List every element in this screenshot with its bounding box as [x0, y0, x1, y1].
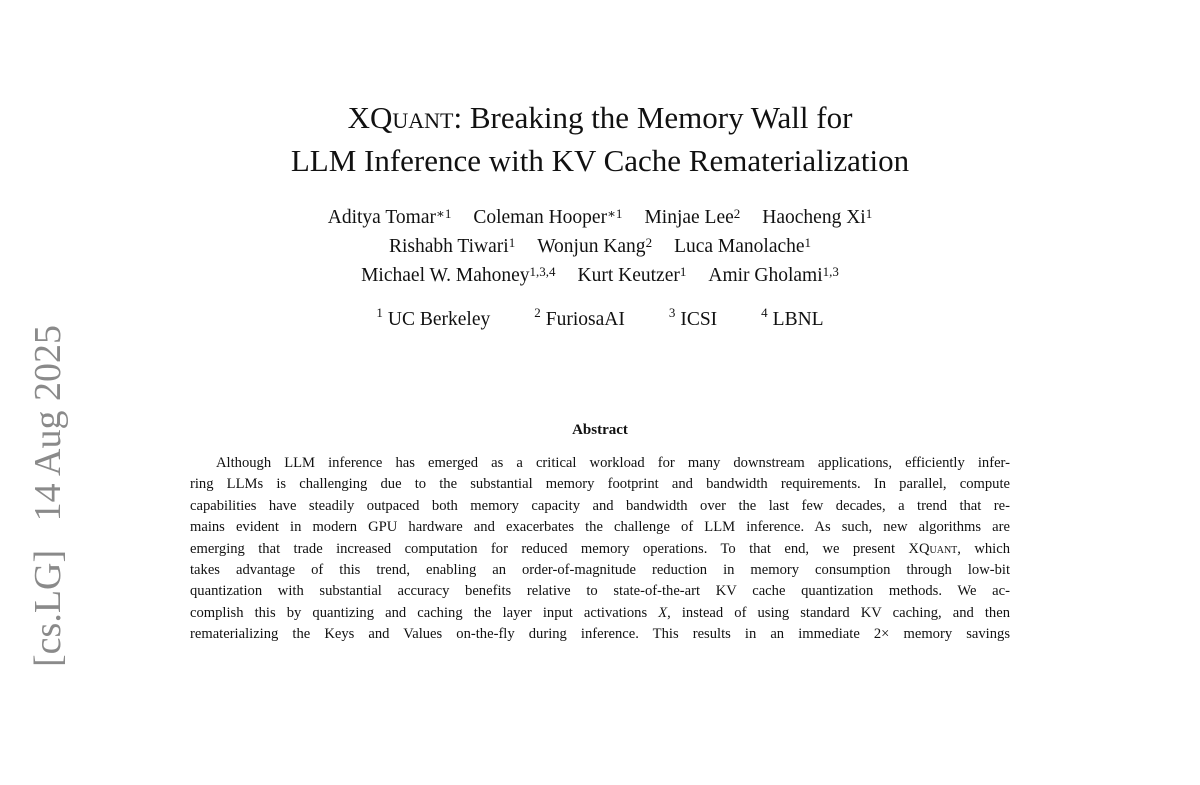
abstract-line-text: emerging that trade increased computatio… [190, 540, 909, 557]
author-name: Amir Gholami [708, 265, 823, 286]
author: Amir Gholami1,3 [708, 264, 839, 286]
paper-title: XQuant: Breaking the Memory Wall for LLM… [0, 96, 1200, 182]
affiliation-name: LBNL [772, 309, 824, 330]
author-affiliation-marker: 1,3,4 [529, 264, 556, 279]
author-affiliation-marker: 2 [733, 206, 741, 221]
abstract-heading: Abstract [572, 422, 628, 438]
abstract-line: capabilities have steadily outpaced both… [190, 497, 1010, 514]
author-affiliation-marker: 1 [865, 206, 873, 221]
affiliations: 1 UC Berkeley 2 FuriosaAI 3 ICSI 4 LBNL [0, 305, 1200, 331]
affiliation-marker: 2 [534, 305, 541, 320]
abstract-line: ring LLMs is challenging due to the subs… [190, 476, 1010, 493]
author-row: Aditya Tomar∗1 Coleman Hooper∗1 Minjae Lee… [0, 203, 1200, 232]
author-affiliation-marker: 1 [804, 235, 812, 250]
affiliation-name: FuriosaAI [545, 309, 625, 330]
author-affiliation-marker: ∗1 [435, 206, 452, 221]
author-name: Aditya Tomar [327, 207, 436, 228]
arxiv-stamp-text: [cs.LG] 14 Aug 2025 [27, 325, 69, 667]
author: Coleman Hooper∗1 [473, 206, 623, 228]
author-row: Michael W. Mahoney1,3,4 Kurt Keutzer1 Amir… [0, 261, 1200, 290]
author-name: Coleman Hooper [473, 207, 608, 228]
math-variable: X [658, 604, 668, 621]
author-name: Wonjun Kang [537, 236, 646, 257]
title-line-1: XQuant: Breaking the Memory Wall for [0, 96, 1200, 139]
author: Minjae Lee2 [644, 206, 741, 228]
author: Haocheng Xi1 [762, 206, 873, 228]
abstract-line: complish this by quantizing and caching … [190, 603, 1010, 624]
abstract-body: Although LLM inference has emerged as a … [190, 453, 1010, 646]
abstract-line: emerging that trade increased computatio… [190, 539, 1010, 560]
affiliation: 4 LBNL [761, 305, 824, 330]
affiliation-marker: 3 [668, 305, 676, 320]
author-affiliation-marker: 1,3 [822, 264, 839, 279]
author-row: Rishabh Tiwari1 Wonjun Kang2 Luca Manolach… [0, 232, 1200, 261]
affiliation-name: UC Berkeley [387, 309, 491, 330]
abstract-line-text: complish this by quantizing and caching … [190, 604, 659, 621]
author: Michael W. Mahoney1,3,4 [361, 264, 556, 286]
author: Luca Manolache1 [674, 235, 812, 257]
author-affiliation-marker: 2 [645, 235, 653, 250]
method-name: XQuant [347, 100, 454, 135]
abstract-line: takes advantage of this trend, enabling … [190, 562, 1010, 579]
abstract-line: mains evident in modern GPU hardware and… [190, 519, 1010, 536]
title-line-2: LLM Inference with KV Cache Rematerializ… [290, 143, 910, 178]
affiliation: 1 UC Berkeley [376, 305, 491, 330]
author-name: Luca Manolache [674, 236, 805, 257]
author: Kurt Keutzer1 [577, 264, 687, 286]
method-name: XQuant [908, 540, 958, 557]
affiliation-name: ICSI [680, 309, 718, 330]
author: Wonjun Kang2 [537, 235, 653, 257]
affiliation-marker: 1 [376, 305, 383, 320]
author-name: Michael W. Mahoney [361, 265, 530, 286]
affiliation: 3 ICSI [669, 305, 718, 330]
author-affiliation-marker: 1 [508, 235, 516, 250]
author-name: Kurt Keutzer [577, 265, 680, 286]
abstract-line: Although LLM inference has emerged as a … [216, 455, 1010, 471]
author-name: Minjae Lee [644, 207, 734, 228]
author: Rishabh Tiwari1 [388, 235, 516, 257]
affiliation: 2 FuriosaAI [534, 305, 625, 330]
author-affiliation-marker: 1 [679, 264, 687, 279]
title-line-1-text: : Breaking the Memory Wall for [453, 100, 853, 135]
author-affiliation-marker: ∗1 [607, 206, 623, 221]
abstract-line-text: , instead of using standard KV caching, … [667, 604, 1010, 621]
author-name: Rishabh Tiwari [388, 236, 509, 257]
author: Aditya Tomar∗1 [327, 206, 452, 228]
abstract-line: rematerializing the Keys and Values on-t… [190, 626, 1010, 643]
author-list: Aditya Tomar∗1 Coleman Hooper∗1 Minjae Lee… [0, 203, 1200, 290]
abstract-line: quantization with substantial accuracy b… [190, 583, 1010, 600]
author-name: Haocheng Xi [762, 207, 866, 228]
affiliation-marker: 4 [761, 305, 768, 320]
abstract-line-text: , which [957, 540, 1010, 557]
